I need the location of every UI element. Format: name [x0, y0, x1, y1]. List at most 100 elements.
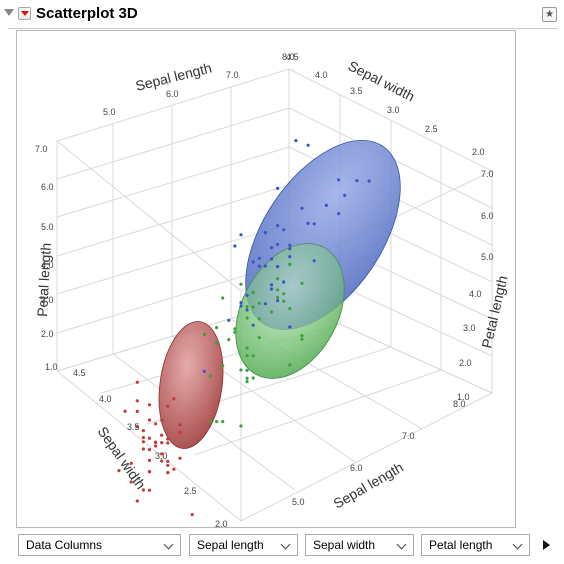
point-s1-11[interactable] [233, 327, 237, 331]
point-s0-36[interactable] [141, 488, 145, 492]
red-triangle-menu-button[interactable] [18, 7, 31, 20]
point-s0-10[interactable] [160, 418, 164, 422]
point-s1-32[interactable] [276, 277, 280, 281]
point-s0-23[interactable] [166, 437, 170, 441]
point-s1-2[interactable] [288, 262, 292, 266]
point-s2-8[interactable] [312, 259, 316, 263]
point-s0-15[interactable] [135, 380, 139, 384]
point-s0-44[interactable] [154, 422, 158, 426]
point-s0-16[interactable] [147, 418, 152, 422]
point-s1-21[interactable] [257, 336, 261, 340]
point-s0-14[interactable] [166, 404, 170, 408]
point-s2-38[interactable] [239, 301, 243, 305]
point-s1-24[interactable] [276, 295, 280, 299]
point-s0-13[interactable] [135, 499, 139, 503]
point-s2-39[interactable] [288, 243, 292, 247]
point-s2-35[interactable] [343, 193, 347, 197]
point-s0-24[interactable] [141, 436, 145, 440]
point-s0-28[interactable] [166, 441, 170, 445]
point-s2-29[interactable] [312, 222, 316, 226]
point-s1-3[interactable] [251, 376, 255, 380]
point-s2-22[interactable] [355, 179, 359, 183]
point-s2-42[interactable] [276, 224, 280, 228]
point-s2-5[interactable] [337, 178, 341, 182]
point-s1-28[interactable] [245, 380, 249, 384]
point-s2-2[interactable] [306, 221, 310, 225]
point-s0-27[interactable] [160, 433, 164, 437]
point-s0-4[interactable] [141, 440, 145, 444]
disclosure-triangle-icon[interactable] [4, 9, 14, 16]
data-columns-dropdown[interactable]: Data Columns [18, 534, 181, 556]
point-s2-34[interactable] [269, 283, 274, 287]
point-s0-21[interactable] [141, 429, 145, 433]
point-s2-1[interactable] [245, 308, 249, 312]
point-s2-13[interactable] [251, 323, 255, 327]
point-s1-5[interactable] [233, 330, 237, 334]
point-s0-25[interactable] [178, 456, 182, 460]
point-s2-43[interactable] [263, 231, 267, 235]
point-s1-25[interactable] [300, 281, 304, 285]
point-s1-26[interactable] [245, 316, 249, 320]
point-s1-34[interactable] [215, 341, 219, 345]
point-s1-12[interactable] [288, 363, 292, 367]
y-axis-dropdown[interactable]: Sepal width [305, 534, 414, 556]
point-s0-7[interactable] [154, 444, 158, 448]
point-s2-18[interactable] [367, 179, 371, 183]
point-s0-45[interactable] [160, 452, 164, 456]
point-s1-15[interactable] [276, 288, 280, 292]
point-s1-35[interactable] [239, 368, 243, 372]
point-s2-23[interactable] [276, 299, 280, 303]
point-s0-8[interactable] [147, 488, 152, 492]
point-s2-36[interactable] [233, 244, 237, 248]
pin-icon[interactable]: ★ [542, 7, 557, 22]
point-s1-22[interactable] [288, 307, 292, 311]
point-s0-6[interactable] [129, 461, 133, 465]
point-s2-6[interactable] [202, 369, 206, 373]
point-s2-37[interactable] [257, 256, 261, 260]
point-s1-31[interactable] [202, 332, 206, 336]
z-axis-dropdown[interactable]: Petal length [421, 534, 530, 556]
point-s0-20[interactable] [178, 423, 182, 427]
point-s0-30[interactable] [160, 459, 164, 463]
point-s1-33[interactable] [300, 334, 304, 338]
point-s2-12[interactable] [288, 247, 292, 251]
point-s1-29[interactable] [245, 354, 249, 358]
point-s1-27[interactable] [245, 376, 249, 380]
point-s1-20[interactable] [221, 296, 225, 300]
point-s0-37[interactable] [160, 441, 164, 445]
point-s1-9[interactable] [208, 374, 213, 378]
point-s0-3[interactable] [147, 470, 152, 474]
point-s1-1[interactable] [251, 290, 255, 294]
point-s1-38[interactable] [221, 420, 225, 424]
point-s1-41[interactable] [215, 420, 219, 424]
point-s1-36[interactable] [245, 305, 249, 309]
point-s1-18[interactable] [300, 337, 304, 341]
point-s1-17[interactable] [245, 346, 249, 350]
point-s2-0[interactable] [239, 233, 243, 237]
point-s2-16[interactable] [269, 257, 274, 261]
point-s1-19[interactable] [245, 368, 249, 372]
point-s2-26[interactable] [263, 302, 267, 306]
point-s2-9[interactable] [276, 186, 280, 190]
point-s2-32[interactable] [276, 265, 280, 269]
point-s2-33[interactable] [269, 287, 274, 291]
point-s2-27[interactable] [245, 293, 249, 297]
point-s2-20[interactable] [282, 228, 286, 232]
point-s0-1[interactable] [172, 467, 176, 471]
point-s0-11[interactable] [141, 447, 145, 451]
point-s1-4[interactable] [282, 299, 286, 303]
point-s1-23[interactable] [269, 310, 274, 314]
point-s0-39[interactable] [190, 513, 194, 517]
point-s2-11[interactable] [282, 280, 286, 284]
point-s1-7[interactable] [208, 419, 213, 423]
point-s2-3[interactable] [263, 264, 267, 268]
point-s0-5[interactable] [147, 403, 152, 407]
point-s1-16[interactable] [215, 326, 219, 330]
point-s0-29[interactable] [147, 458, 152, 462]
point-s0-41[interactable] [147, 436, 152, 440]
point-s0-32[interactable] [123, 409, 127, 413]
point-s2-21[interactable] [227, 318, 231, 322]
point-s0-18[interactable] [172, 397, 176, 401]
point-s0-42[interactable] [135, 409, 139, 413]
next-arrow-icon[interactable] [538, 535, 556, 555]
